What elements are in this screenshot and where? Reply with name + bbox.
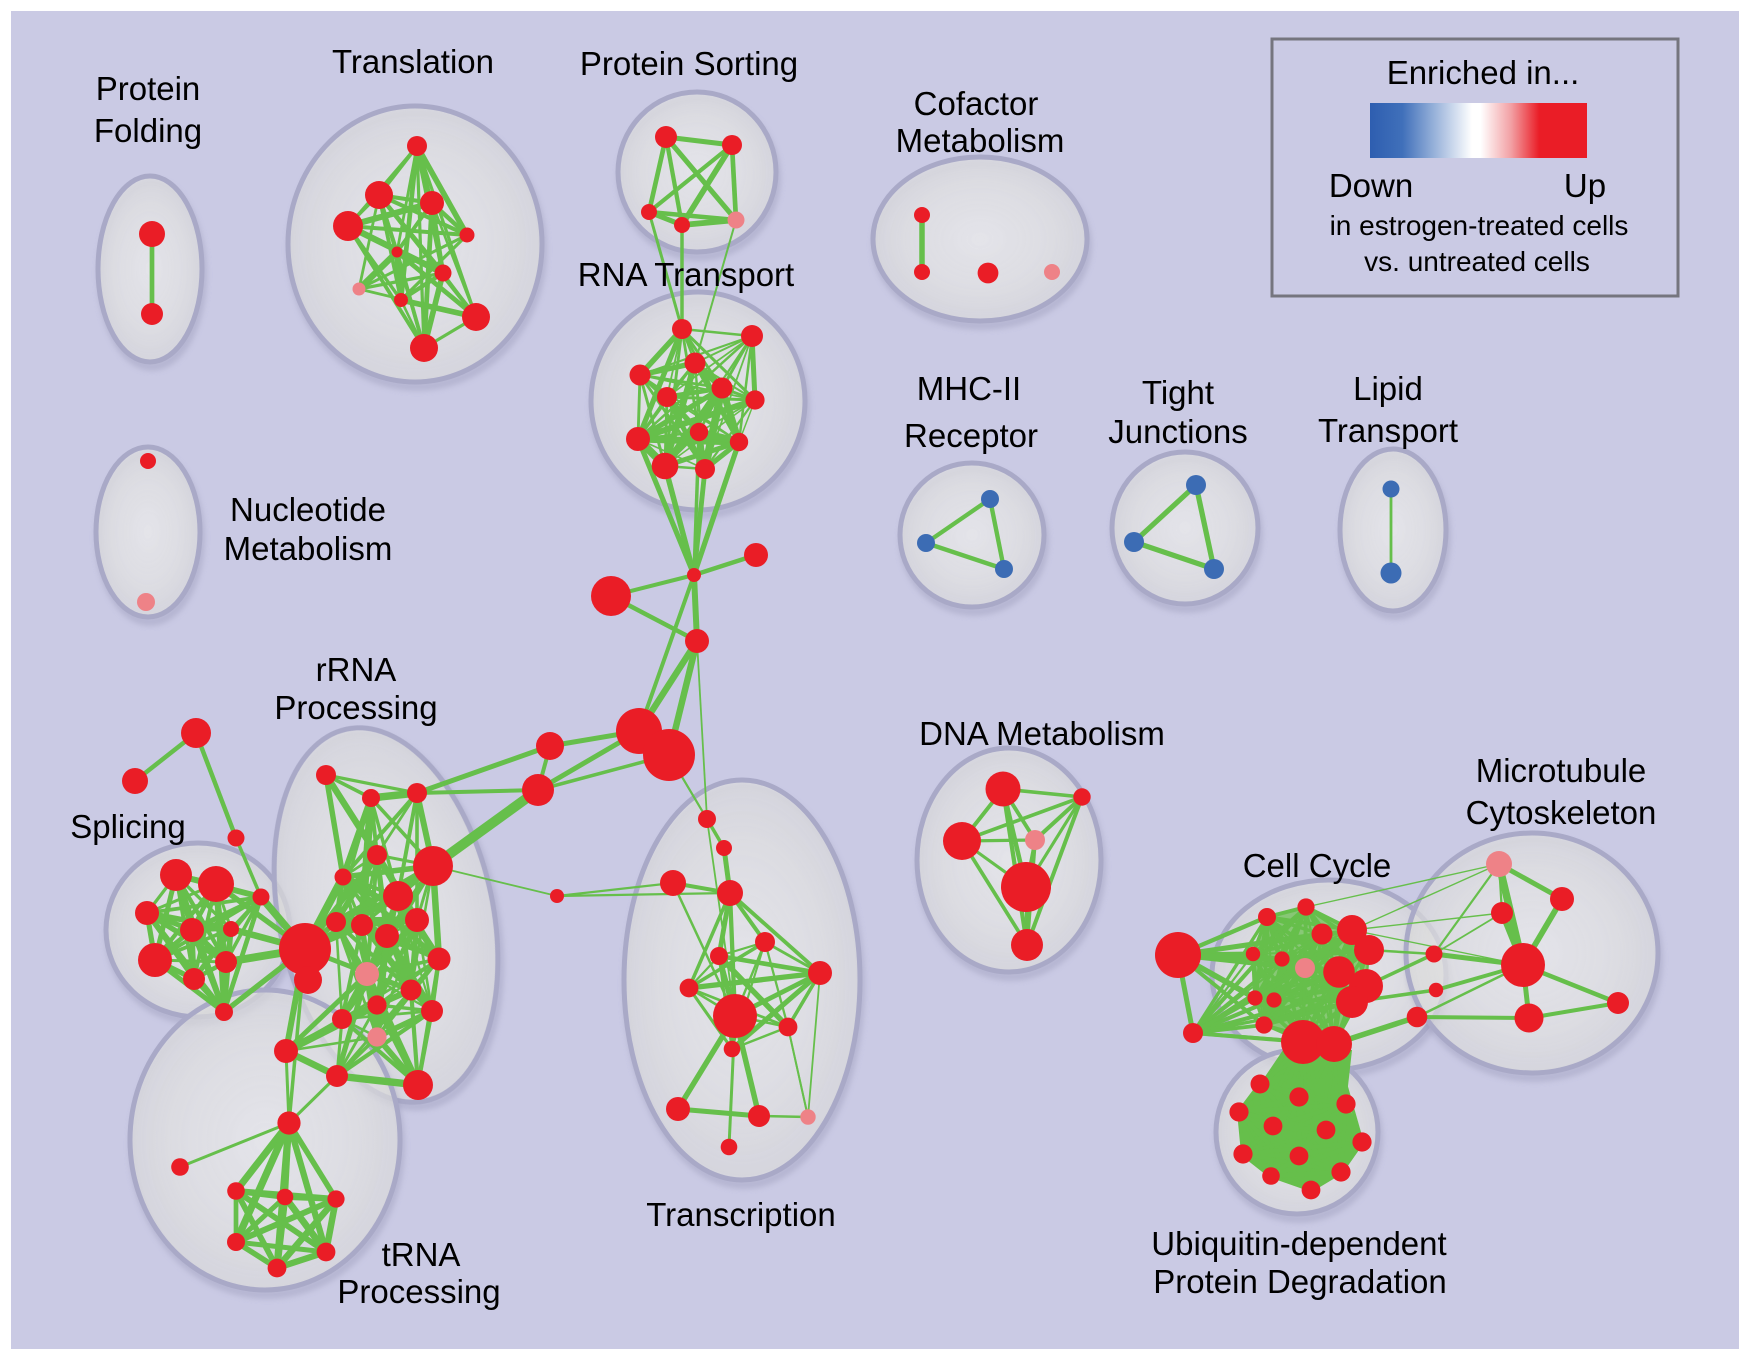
svg-text:Cell Cycle: Cell Cycle <box>1243 847 1392 884</box>
svg-text:Folding: Folding <box>94 112 202 149</box>
svg-text:Tight: Tight <box>1142 374 1214 411</box>
svg-text:tRNA: tRNA <box>382 1236 461 1273</box>
svg-text:Lipid: Lipid <box>1353 370 1423 407</box>
svg-text:Processing: Processing <box>337 1273 500 1310</box>
svg-text:in estrogen-treated cells: in estrogen-treated cells <box>1330 210 1629 241</box>
svg-text:rRNA: rRNA <box>316 651 397 688</box>
svg-text:Enriched in...: Enriched in... <box>1387 54 1580 91</box>
svg-text:Ubiquitin-dependent: Ubiquitin-dependent <box>1151 1225 1446 1262</box>
svg-text:vs. untreated cells: vs. untreated cells <box>1364 246 1590 277</box>
svg-text:Junctions: Junctions <box>1108 413 1247 450</box>
svg-text:Receptor: Receptor <box>904 417 1038 454</box>
svg-text:Down: Down <box>1329 167 1413 204</box>
svg-text:DNA Metabolism: DNA Metabolism <box>919 715 1165 752</box>
svg-text:Up: Up <box>1564 167 1606 204</box>
svg-text:Nucleotide: Nucleotide <box>230 491 386 528</box>
svg-text:RNA Transport: RNA Transport <box>578 256 794 293</box>
svg-text:Splicing: Splicing <box>70 808 186 845</box>
svg-text:Transcription: Transcription <box>646 1196 836 1233</box>
svg-text:Metabolism: Metabolism <box>224 530 393 567</box>
svg-text:Transport: Transport <box>1318 412 1458 449</box>
svg-text:Translation: Translation <box>332 43 494 80</box>
svg-text:Metabolism: Metabolism <box>896 122 1065 159</box>
svg-text:MHC-II: MHC-II <box>917 370 1021 407</box>
svg-text:Protein Sorting: Protein Sorting <box>580 45 798 82</box>
svg-text:Cytoskeleton: Cytoskeleton <box>1466 794 1657 831</box>
svg-text:Microtubule: Microtubule <box>1476 752 1647 789</box>
svg-text:Processing: Processing <box>274 689 437 726</box>
svg-text:Cofactor: Cofactor <box>914 85 1039 122</box>
svg-text:Protein Degradation: Protein Degradation <box>1153 1263 1447 1300</box>
svg-text:Protein: Protein <box>96 70 201 107</box>
